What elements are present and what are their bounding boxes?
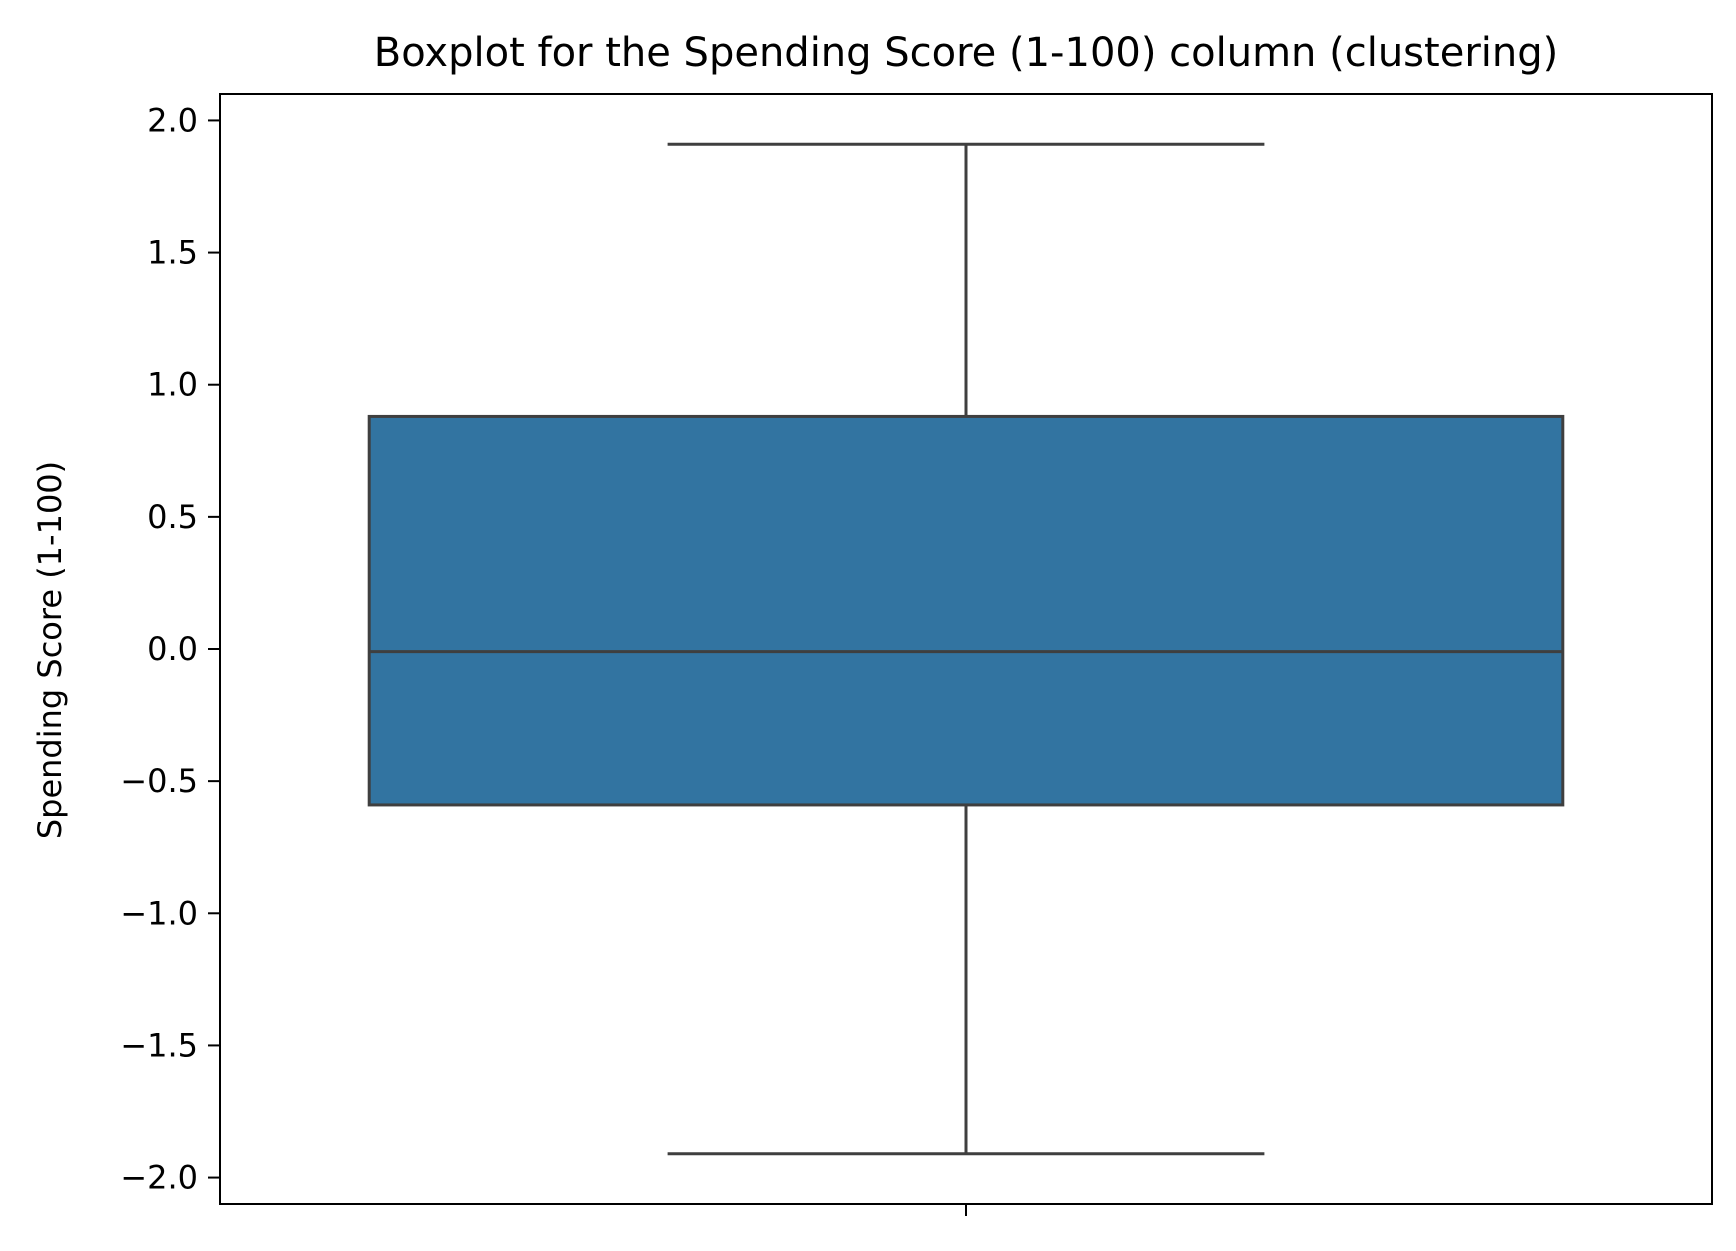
y-tick-label: 2.0 [147,101,198,139]
y-tick-label: −2.0 [120,1159,198,1197]
y-tick-label: 0.5 [147,498,198,536]
y-axis-label: Spending Score (1-100) [31,461,69,839]
chart-title: Boxplot for the Spending Score (1-100) c… [374,30,1558,76]
y-tick-label: −1.0 [120,894,198,932]
iqr-box [367,414,1565,807]
y-tick-label: 1.5 [147,234,198,272]
y-tick-label: −0.5 [120,762,198,800]
y-tick-label: −1.5 [120,1026,198,1064]
y-tick-label: 1.0 [147,366,198,404]
y-tick-label: 0.0 [147,630,198,668]
plot-area: 2.0 1.5 1.0 0.5 0.0 −0.5 −1.0 −1.5 −2.0 [120,93,1713,1216]
